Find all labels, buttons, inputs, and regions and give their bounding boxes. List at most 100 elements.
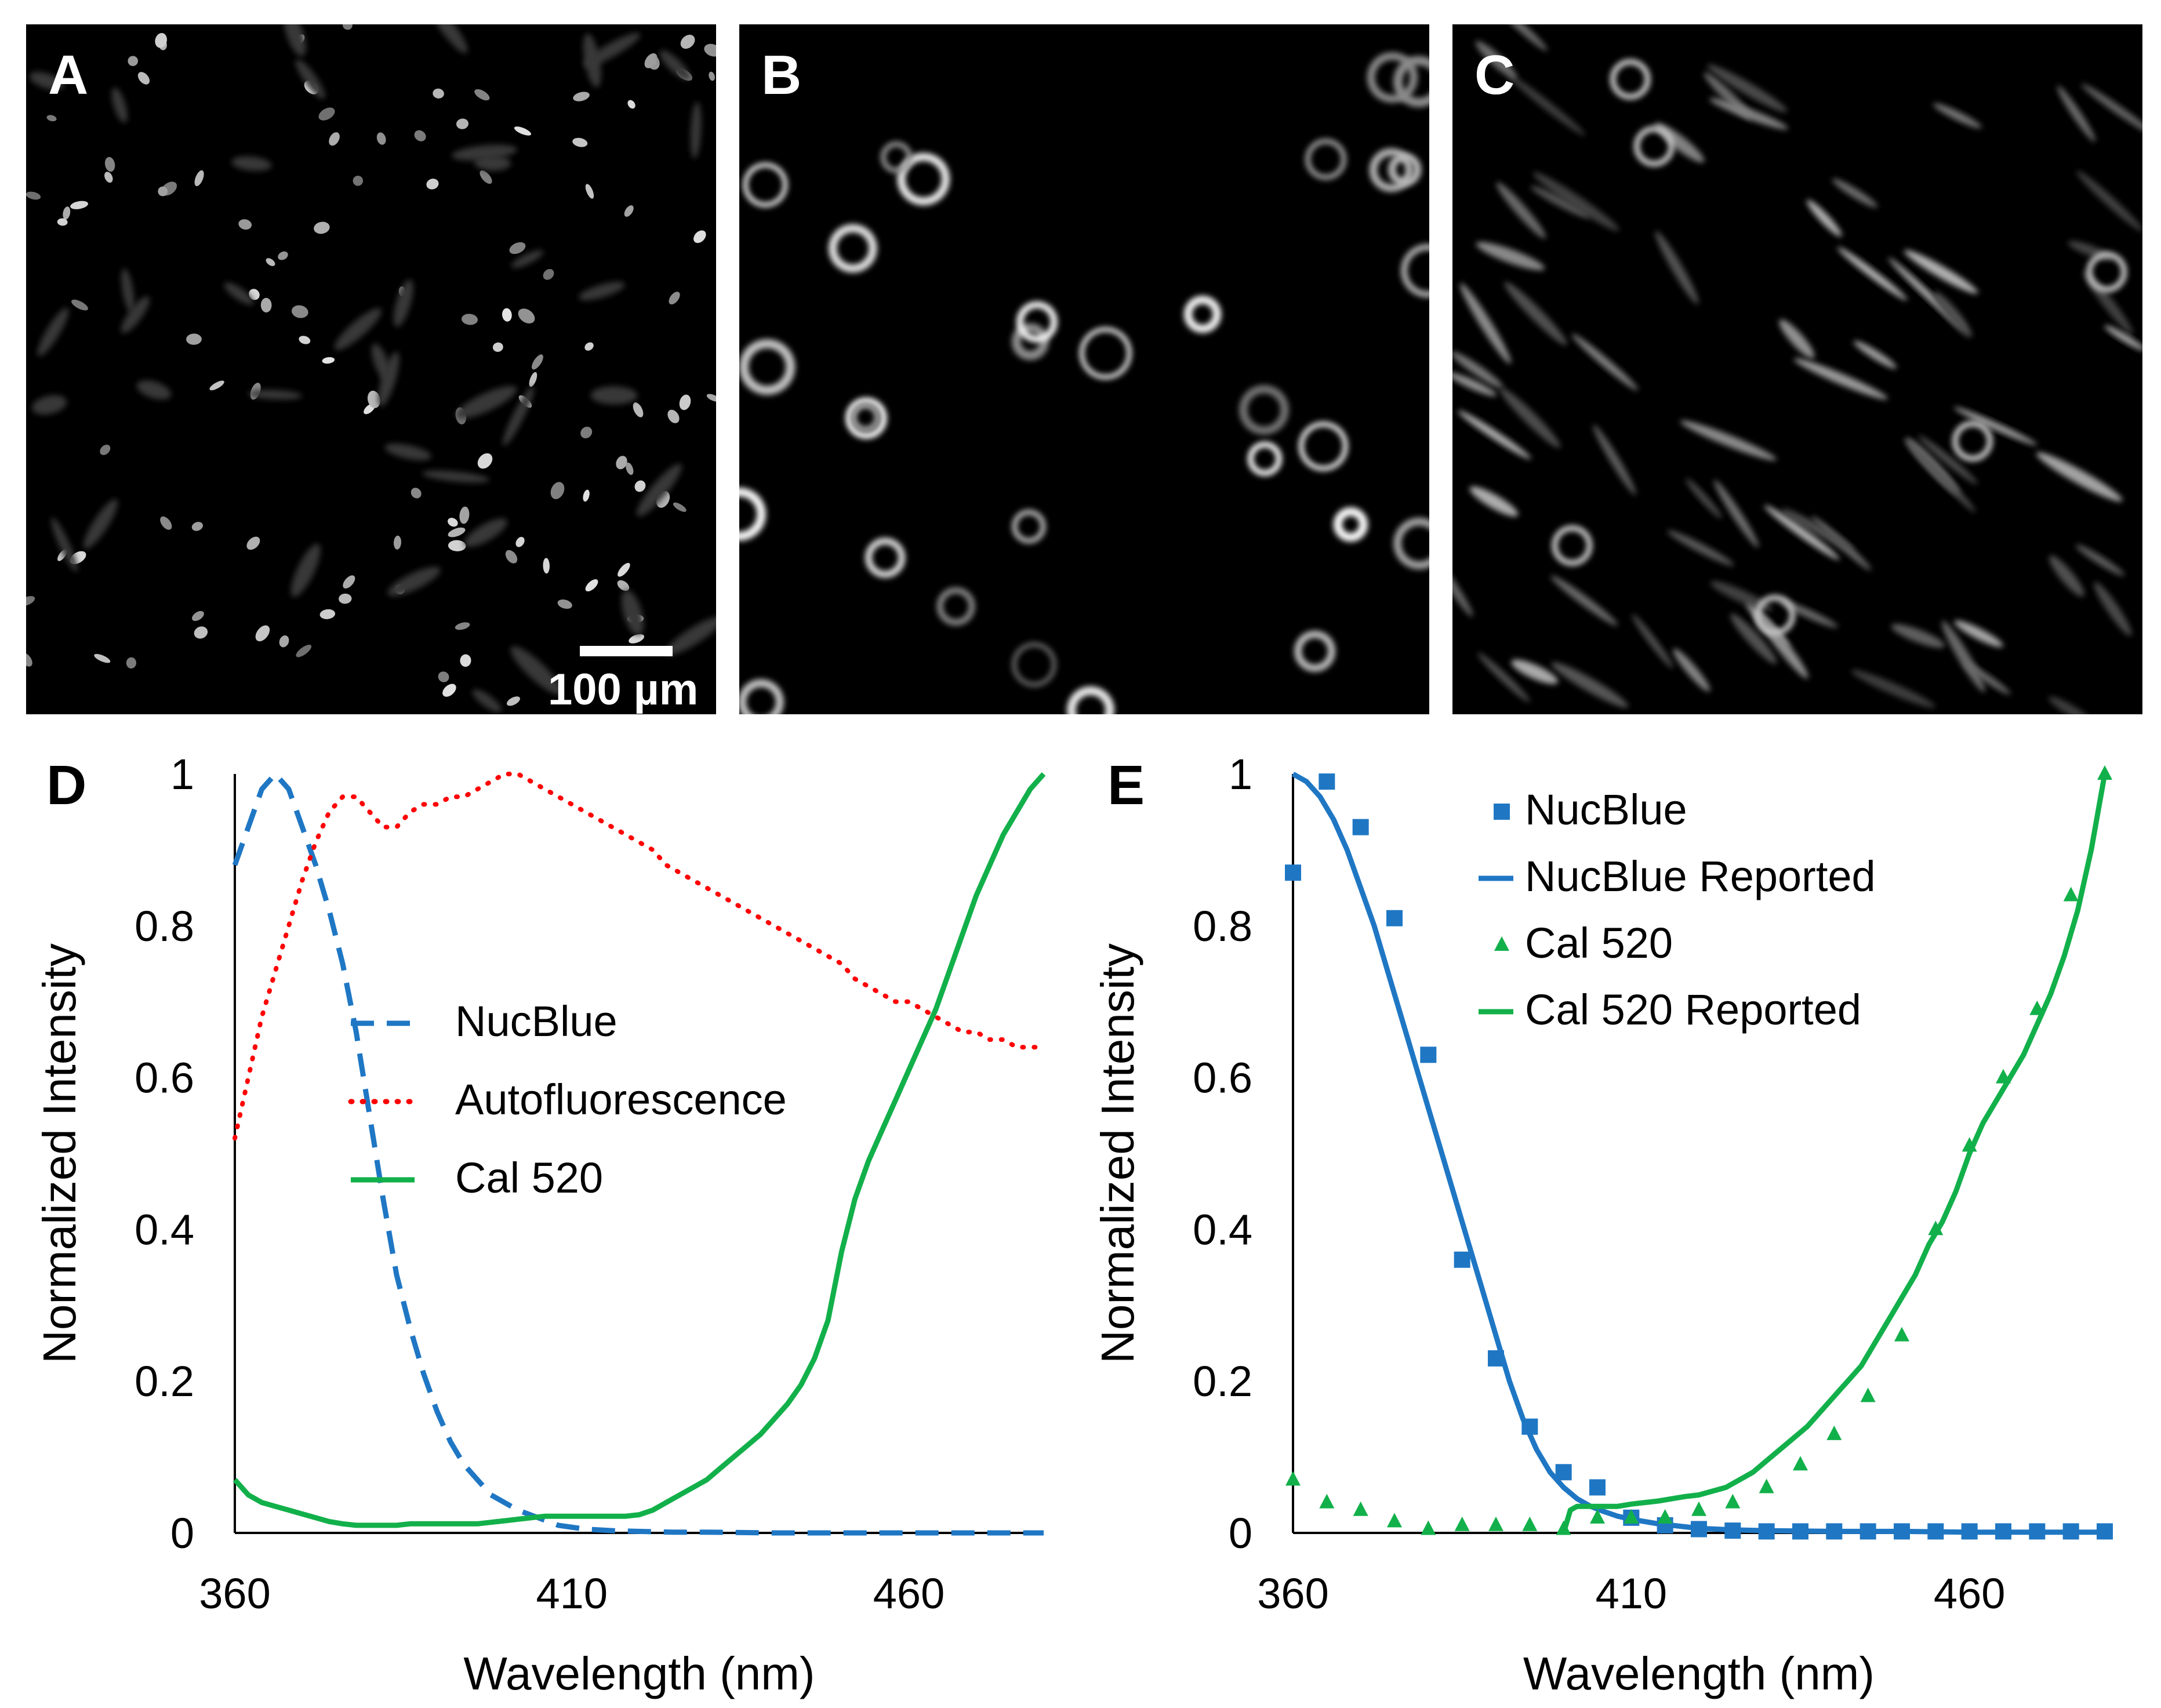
elongated-cell bbox=[1508, 74, 1585, 136]
elongated-cell bbox=[1832, 179, 1878, 208]
cytoplasm bbox=[590, 386, 638, 405]
nucleus bbox=[393, 535, 401, 550]
nucleus bbox=[155, 32, 167, 48]
nucleus bbox=[339, 593, 352, 604]
nucleus bbox=[477, 453, 493, 469]
elongated-cell bbox=[1713, 479, 1759, 548]
nucleus bbox=[137, 72, 150, 85]
x-tick-label: 410 bbox=[536, 1569, 608, 1618]
cytoplasm bbox=[231, 156, 272, 171]
series-line bbox=[1561, 773, 2108, 1534]
cytoplasm bbox=[51, 517, 78, 572]
nucleus bbox=[492, 342, 503, 352]
nucleus bbox=[514, 126, 532, 136]
nucleus bbox=[480, 170, 492, 184]
nucleus bbox=[433, 88, 444, 99]
cell-ring bbox=[845, 397, 887, 439]
nucleus bbox=[518, 308, 535, 324]
cell-ring bbox=[1393, 517, 1429, 569]
cell-ring bbox=[1401, 244, 1429, 298]
nucleus bbox=[100, 444, 111, 455]
nucleus bbox=[580, 426, 593, 438]
cytoplasm bbox=[621, 590, 644, 636]
x-axis-title: Wavelength (nm) bbox=[1523, 1648, 1875, 1699]
elongated-cell bbox=[1550, 575, 1618, 626]
cell-ring bbox=[850, 402, 881, 433]
cytoplasm bbox=[37, 307, 69, 357]
elongated-cell bbox=[1954, 620, 2003, 648]
cytoplasm bbox=[83, 499, 118, 549]
x-tick-label: 360 bbox=[1257, 1569, 1328, 1618]
y-tick-label: 0.6 bbox=[135, 1054, 194, 1102]
nucleus bbox=[704, 43, 716, 57]
nucleus bbox=[550, 482, 565, 499]
nucleus bbox=[634, 480, 646, 492]
cell-ring bbox=[880, 141, 913, 173]
elongated-cell bbox=[1904, 250, 1978, 294]
legend-label: NucBlue bbox=[1525, 786, 1687, 834]
elongated-cell bbox=[1851, 670, 1935, 708]
cell-ring bbox=[1239, 385, 1289, 435]
elongated-cell bbox=[1530, 186, 1590, 219]
data-point bbox=[1894, 1327, 1909, 1342]
nucleus bbox=[314, 221, 330, 234]
nucleus bbox=[367, 390, 380, 408]
cell-ring bbox=[1012, 323, 1049, 361]
nucleus bbox=[191, 522, 203, 531]
cell-ring bbox=[1294, 630, 1336, 672]
cell-ring bbox=[1183, 295, 1222, 333]
data-point bbox=[1420, 1046, 1437, 1063]
cytoplasm bbox=[335, 308, 382, 350]
nucleus bbox=[26, 652, 32, 667]
y-tick-label: 0.2 bbox=[1193, 1357, 1252, 1405]
nucleus bbox=[209, 380, 224, 391]
cell-ring bbox=[1369, 148, 1414, 192]
data-point bbox=[1589, 1479, 1606, 1496]
elongated-cell bbox=[1853, 340, 1897, 369]
nucleus bbox=[624, 205, 634, 217]
nucleus bbox=[329, 132, 340, 146]
legend: NucBlue Autofluorescence Cal 520 bbox=[348, 997, 787, 1202]
elongated-cell bbox=[1476, 242, 1545, 271]
elongated-cell bbox=[1933, 291, 1972, 337]
legend-marker bbox=[1494, 804, 1510, 820]
nucleus bbox=[459, 506, 470, 524]
elongated-cell bbox=[1571, 333, 1638, 391]
data-point bbox=[1759, 1478, 1774, 1493]
nucleus bbox=[673, 502, 687, 512]
cytoplasm bbox=[579, 282, 625, 300]
nucleus bbox=[585, 184, 594, 199]
cytoplasm bbox=[224, 282, 254, 305]
data-point bbox=[1826, 1425, 1842, 1440]
cytoplasm bbox=[248, 390, 303, 400]
panel-letter-e: E bbox=[1107, 754, 1145, 816]
nucleus bbox=[456, 118, 469, 129]
nucleus bbox=[448, 527, 466, 537]
cell-ring bbox=[1012, 642, 1056, 687]
elongated-cell bbox=[1452, 372, 1497, 397]
cytoplasm bbox=[137, 380, 172, 400]
nucleus bbox=[158, 186, 168, 197]
elongated-cell bbox=[1781, 508, 1854, 551]
elongated-cell bbox=[1504, 281, 1567, 346]
cytoplasm bbox=[121, 268, 135, 312]
nucleus bbox=[26, 191, 41, 200]
elongated-cell bbox=[1963, 662, 2011, 695]
elongated-cell bbox=[1475, 41, 1517, 79]
panel-letter-d: D bbox=[46, 754, 86, 816]
nucleus bbox=[411, 488, 422, 499]
data-point bbox=[1860, 1387, 1876, 1402]
series-cal-520-reported bbox=[1561, 773, 2108, 1534]
elongated-cell bbox=[1533, 172, 1619, 231]
cytoplasm bbox=[664, 616, 716, 656]
series-cal-520 bbox=[233, 772, 1046, 1528]
nucleus bbox=[414, 130, 426, 141]
nucleus bbox=[46, 115, 57, 122]
cytoplasm bbox=[637, 463, 682, 517]
data-point bbox=[1353, 1501, 1368, 1516]
cell-ring bbox=[1755, 595, 1796, 636]
elongated-cell bbox=[1492, 24, 1548, 51]
data-point bbox=[1285, 864, 1301, 881]
elongated-cell bbox=[1496, 182, 1546, 239]
nucleus bbox=[296, 644, 312, 657]
